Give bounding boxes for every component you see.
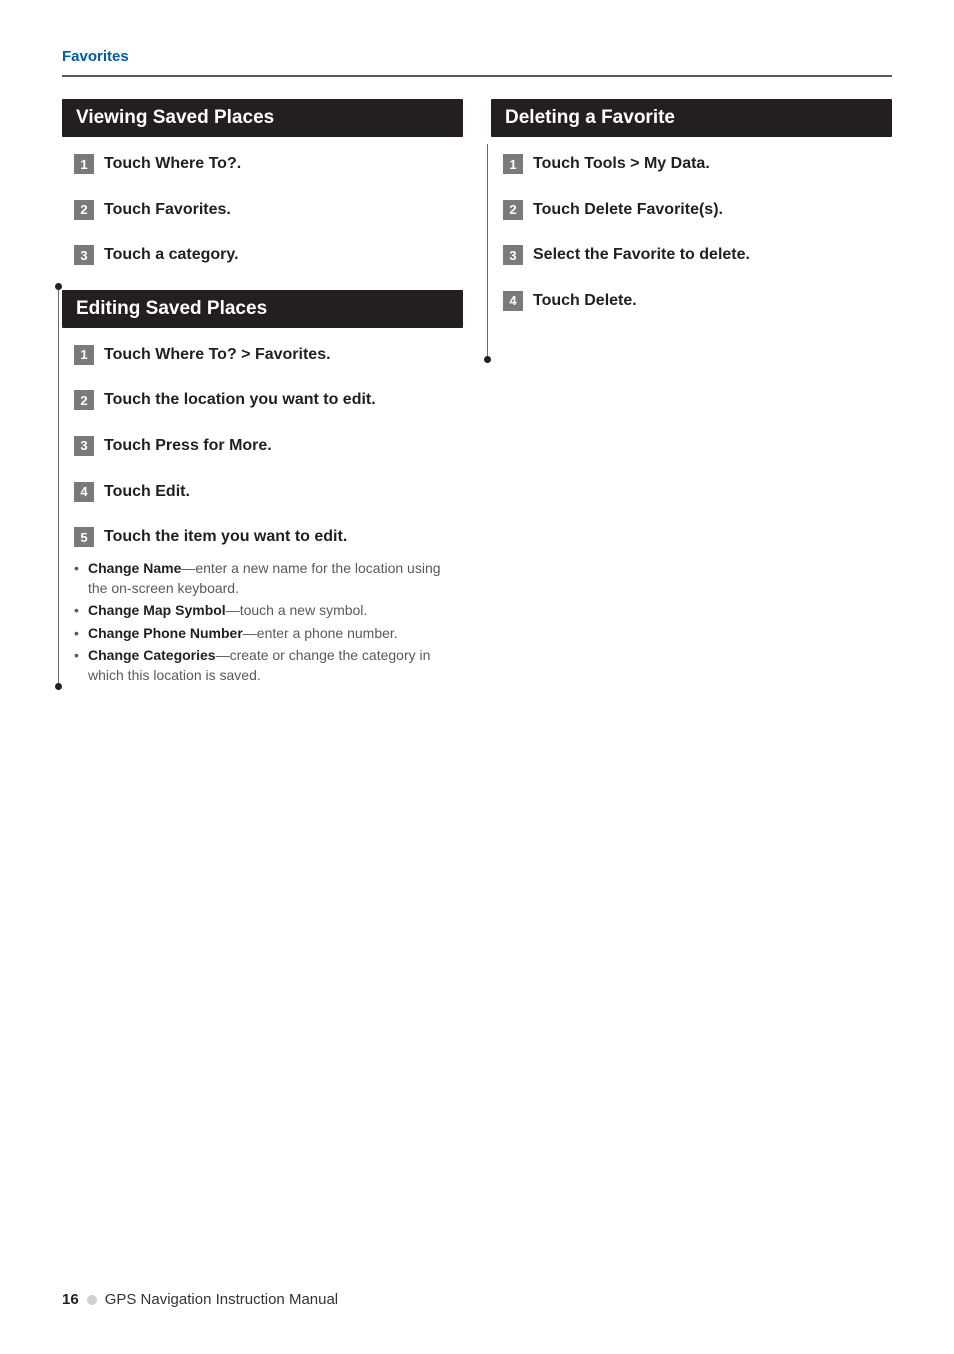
step-number-badge: 4: [74, 482, 94, 502]
step-row: 4 Touch Edit.: [74, 481, 463, 503]
bullet-item: Change Map Symbol—touch a new symbol.: [74, 600, 463, 620]
step-number-badge: 3: [74, 245, 94, 265]
bullet-item: Change Categories—create or change the c…: [74, 645, 463, 686]
timeline-line: [58, 286, 59, 686]
step-number-badge: 4: [503, 291, 523, 311]
content-columns: Viewing Saved Places 1 Touch Where To?. …: [62, 99, 892, 688]
timeline-dot: [484, 356, 491, 363]
step-row: 1 Touch Where To?.: [74, 153, 463, 175]
bullet-item: Change Phone Number—enter a phone number…: [74, 623, 463, 643]
step-row: 4 Touch Delete.: [503, 290, 892, 312]
page-header: Favorites: [62, 48, 892, 65]
step-row: 2 Touch Delete Favorite(s).: [503, 199, 892, 221]
step-text: Touch Delete Favorite(s).: [533, 199, 723, 221]
step-number-badge: 2: [503, 200, 523, 220]
step-number-badge: 3: [503, 245, 523, 265]
step-text: Touch the item you want to edit.: [104, 526, 347, 548]
step-number-badge: 1: [503, 154, 523, 174]
timeline-dot: [55, 683, 62, 690]
step-number-badge: 1: [74, 154, 94, 174]
left-column: Viewing Saved Places 1 Touch Where To?. …: [62, 99, 463, 688]
step-text: Touch Delete.: [533, 290, 637, 312]
step-row: 2 Touch the location you want to edit.: [74, 389, 463, 411]
step-text: Select the Favorite to delete.: [533, 244, 750, 266]
step-text: Touch Tools > My Data.: [533, 153, 710, 175]
top-rule: [62, 75, 892, 77]
bullet-list: Change Name—enter a new name for the loc…: [74, 558, 463, 686]
step-text: Touch a category.: [104, 244, 239, 266]
step-number-badge: 2: [74, 390, 94, 410]
section-header: Viewing Saved Places: [62, 99, 463, 137]
timeline-line: [487, 144, 488, 359]
step-number-badge: 5: [74, 527, 94, 547]
step-row: 1 Touch Tools > My Data.: [503, 153, 892, 175]
step-text: Touch Where To?.: [104, 153, 241, 175]
step-number-badge: 2: [74, 200, 94, 220]
step-text: Touch Where To? > Favorites.: [104, 344, 331, 366]
step-text: Touch Press for More.: [104, 435, 272, 457]
step-number-badge: 1: [74, 345, 94, 365]
step-row: 3 Select the Favorite to delete.: [503, 244, 892, 266]
step-row: 3 Touch a category.: [74, 244, 463, 266]
step-text: Touch Edit.: [104, 481, 190, 503]
footer-title: GPS Navigation Instruction Manual: [105, 1291, 338, 1308]
step-text: Touch the location you want to edit.: [104, 389, 376, 411]
step-row: 3 Touch Press for More.: [74, 435, 463, 457]
right-column: Deleting a Favorite 1 Touch Tools > My D…: [491, 99, 892, 688]
step-text: Touch Favorites.: [104, 199, 231, 221]
step-row: 5 Touch the item you want to edit.: [74, 526, 463, 548]
footer-dot-icon: [87, 1295, 97, 1305]
page-number: 16: [62, 1291, 79, 1308]
timeline-dot: [55, 283, 62, 290]
page-footer: 16 GPS Navigation Instruction Manual: [62, 1291, 338, 1308]
bullet-item: Change Name—enter a new name for the loc…: [74, 558, 463, 599]
section-header: Editing Saved Places: [62, 290, 463, 328]
step-row: 2 Touch Favorites.: [74, 199, 463, 221]
section-header: Deleting a Favorite: [491, 99, 892, 137]
step-number-badge: 3: [74, 436, 94, 456]
step-row: 1 Touch Where To? > Favorites.: [74, 344, 463, 366]
